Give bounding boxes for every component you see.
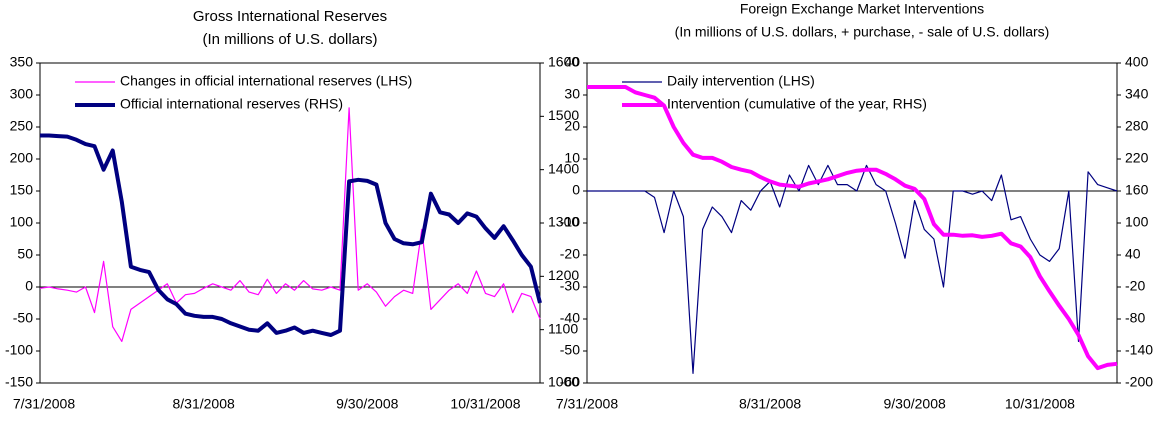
y2-tick-label: 220: [1125, 150, 1149, 166]
y2-tick-label: 1300: [548, 214, 579, 230]
y2-tick-label: -200: [1125, 374, 1153, 390]
y2-tick-label: 1100: [548, 320, 578, 336]
y-tick-label: 200: [10, 150, 34, 166]
y-tick-label: -150: [5, 374, 33, 390]
y2-tick-label: 1400: [548, 160, 579, 176]
x-tick-label: 8/31/2008: [739, 396, 801, 412]
y-tick-label: -50: [560, 342, 580, 358]
x-tick-label: 7/31/2008: [13, 396, 75, 412]
y-tick-label: 40: [564, 54, 580, 70]
chart-subtitle: (In millions of U.S. dollars): [202, 31, 377, 48]
series-line: [40, 133, 542, 337]
y-tick-label: 350: [10, 54, 34, 70]
chart-title: Foreign Exchange Market Interventions: [740, 1, 984, 17]
y-tick-label: 300: [10, 86, 34, 102]
y2-tick-label: 160: [1125, 182, 1149, 198]
y-tick-label: 0: [25, 278, 33, 294]
y-tick-label: -100: [5, 342, 33, 358]
x-tick-label: 9/30/2008: [883, 396, 945, 412]
x-tick-label: 10/31/2008: [1005, 396, 1075, 412]
y2-tick-label: -80: [1125, 310, 1145, 326]
y-tick-label: 20: [564, 118, 580, 134]
series-line: [587, 85, 1118, 371]
y-tick-label: -10: [560, 214, 580, 230]
y-tick-label: 10: [564, 150, 580, 166]
y2-tick-label: -20: [1125, 278, 1145, 294]
series-line: [587, 164, 1118, 374]
legend-label: Changes in official international reserv…: [120, 73, 412, 89]
y2-tick-label: -140: [1125, 342, 1153, 358]
x-tick-label: 8/31/2008: [172, 396, 234, 412]
y-tick-label: 100: [10, 214, 34, 230]
legend-label: Intervention (cumulative of the year, RH…: [667, 96, 927, 112]
y-tick-label: -60: [560, 374, 580, 390]
y-tick-label: -40: [560, 310, 580, 326]
series-line: [39, 107, 541, 342]
x-tick-label: 10/31/2008: [450, 396, 520, 412]
y2-tick-label: 40: [1125, 246, 1141, 262]
legend-label: Official international reserves (RHS): [120, 96, 343, 112]
y2-tick-label: 100: [1125, 214, 1149, 230]
legend-label: Daily intervention (LHS): [667, 73, 815, 89]
y2-tick-label: 1200: [548, 267, 579, 283]
y2-tick-label: 340: [1125, 86, 1149, 102]
y-tick-label: 30: [564, 86, 580, 102]
y2-tick-label: 1000: [548, 374, 579, 390]
y-tick-label: 250: [10, 118, 34, 134]
y2-tick-label: 1600: [548, 54, 579, 70]
y-tick-label: 0: [572, 182, 580, 198]
y2-tick-label: 280: [1125, 118, 1149, 134]
chart-title: Gross International Reserves: [193, 8, 387, 25]
x-tick-label: 7/31/2008: [556, 396, 618, 412]
y-tick-label: -50: [13, 310, 33, 326]
chart-subtitle: (In millions of U.S. dollars, + purchase…: [675, 24, 1050, 40]
y-tick-label: 150: [10, 182, 34, 198]
y-tick-label: -20: [560, 246, 580, 262]
y-tick-label: 50: [17, 246, 33, 262]
x-tick-label: 9/30/2008: [336, 396, 398, 412]
y2-tick-label: 400: [1125, 54, 1149, 70]
y2-tick-label: 1500: [548, 107, 579, 123]
y-tick-label: -30: [560, 278, 580, 294]
